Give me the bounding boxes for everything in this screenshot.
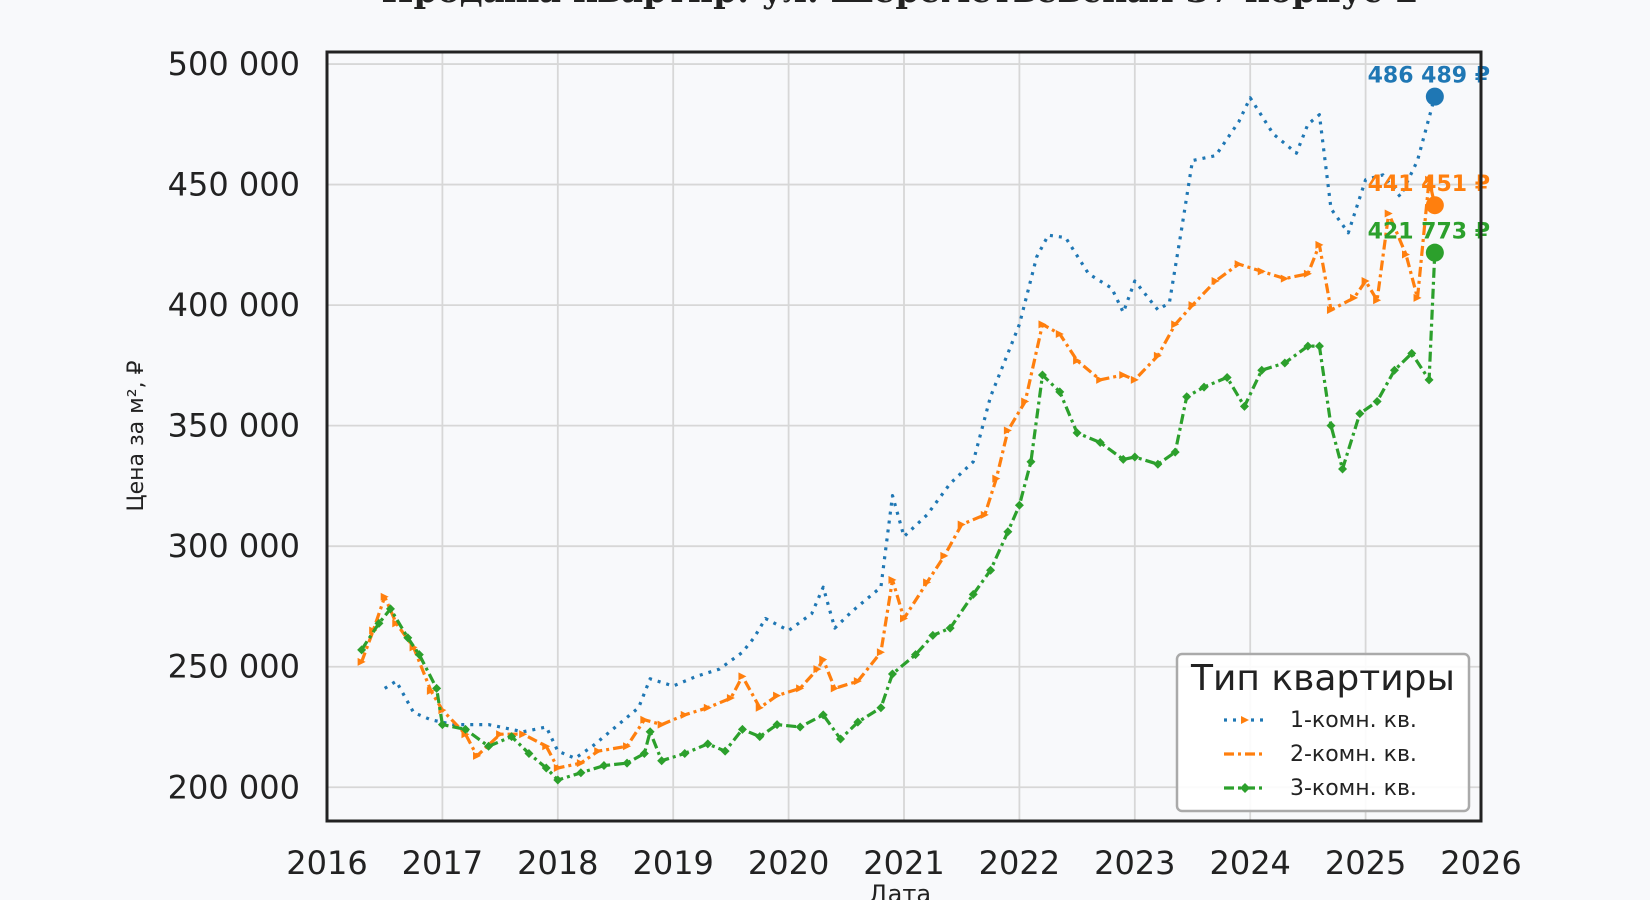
legend-label: 2-комн. кв. [1290, 742, 1417, 767]
chart-title: Продажа квартир: ул. Шереметьевская 37 к… [381, 0, 1418, 11]
y-tick-label: 350 000 [168, 407, 300, 445]
data-point [1235, 260, 1243, 268]
data-point [681, 711, 689, 719]
data-point [594, 747, 602, 755]
x-tick-label: 2018 [517, 844, 598, 882]
y-tick-label: 450 000 [168, 166, 300, 204]
data-point [773, 692, 781, 700]
data-point [1130, 452, 1139, 461]
data-point [1182, 392, 1191, 401]
data-point [496, 730, 504, 738]
data-point [1425, 375, 1434, 384]
end-value-label: 486 489 ₽ [1368, 64, 1490, 89]
data-point [721, 747, 730, 756]
y-tick-label: 400 000 [168, 286, 300, 324]
end-point-dot [1426, 244, 1444, 262]
data-point [657, 756, 666, 765]
x-tick-label: 2017 [402, 844, 483, 882]
x-tick-label: 2020 [748, 844, 829, 882]
data-point [1326, 421, 1335, 430]
data-point [432, 684, 441, 693]
y-axis-label: Цена за м², ₽ [124, 360, 149, 511]
data-point [1385, 210, 1393, 218]
x-tick-label: 2026 [1440, 844, 1521, 882]
y-tick-label: 250 000 [168, 648, 300, 686]
data-point [940, 552, 948, 560]
data-point [1223, 373, 1232, 382]
legend: Тип квартиры 1-комн. кв. 2-комн. кв. 3-ком… [1177, 654, 1469, 811]
data-point [553, 776, 562, 785]
data-point [1004, 426, 1012, 434]
end-value-label: 421 773 ₽ [1368, 220, 1490, 245]
data-point [1315, 342, 1324, 351]
legend-label: 1-комн. кв. [1290, 708, 1417, 733]
x-tick-label: 2022 [979, 844, 1060, 882]
x-tick-labels: 2016 2017 2018 2019 2020 2021 2022 2023 2024 2025… [286, 844, 1521, 882]
data-point [877, 648, 885, 656]
data-point [703, 739, 712, 748]
data-point [1373, 397, 1382, 406]
data-point [738, 672, 746, 680]
data-point [576, 768, 585, 777]
y-tick-label: 500 000 [168, 45, 300, 83]
data-point [796, 722, 805, 731]
data-point [1338, 465, 1347, 474]
end-point-dot [1426, 88, 1444, 106]
data-point [704, 704, 712, 712]
data-point [599, 761, 608, 770]
data-point [623, 759, 632, 768]
x-tick-label: 2019 [632, 844, 713, 882]
x-axis-label: Дата [869, 880, 931, 900]
x-tick-label: 2023 [1094, 844, 1175, 882]
data-point [1281, 275, 1289, 283]
data-point [928, 631, 937, 640]
data-point [646, 727, 655, 736]
x-tick-label: 2024 [1209, 844, 1290, 882]
end-point-dot [1426, 196, 1444, 214]
data-point [1003, 527, 1012, 536]
legend-label: 3-комн. кв. [1290, 776, 1417, 801]
data-point [1355, 409, 1364, 418]
data-point [680, 749, 689, 758]
y-tick-labels: 200 000 250 000 300 000 350 000 400 000 450 0… [168, 45, 300, 806]
data-point [1153, 460, 1162, 469]
data-point [1073, 428, 1082, 437]
y-tick-label: 300 000 [168, 527, 300, 565]
end-value-label: 441 451 ₽ [1368, 172, 1490, 197]
x-tick-label: 2025 [1325, 844, 1406, 882]
data-point [1258, 267, 1266, 275]
data-point [1096, 376, 1104, 384]
data-point [1015, 501, 1024, 510]
x-tick-label: 2021 [863, 844, 944, 882]
y-tick-label: 200 000 [168, 768, 300, 806]
legend-title: Тип квартиры [1190, 658, 1455, 699]
x-tick-label: 2016 [286, 844, 367, 882]
end-labels: 486 489 ₽ 441 451 ₽ 421 773 ₽ [1368, 64, 1490, 262]
data-point [876, 703, 885, 712]
data-point [1026, 457, 1035, 466]
